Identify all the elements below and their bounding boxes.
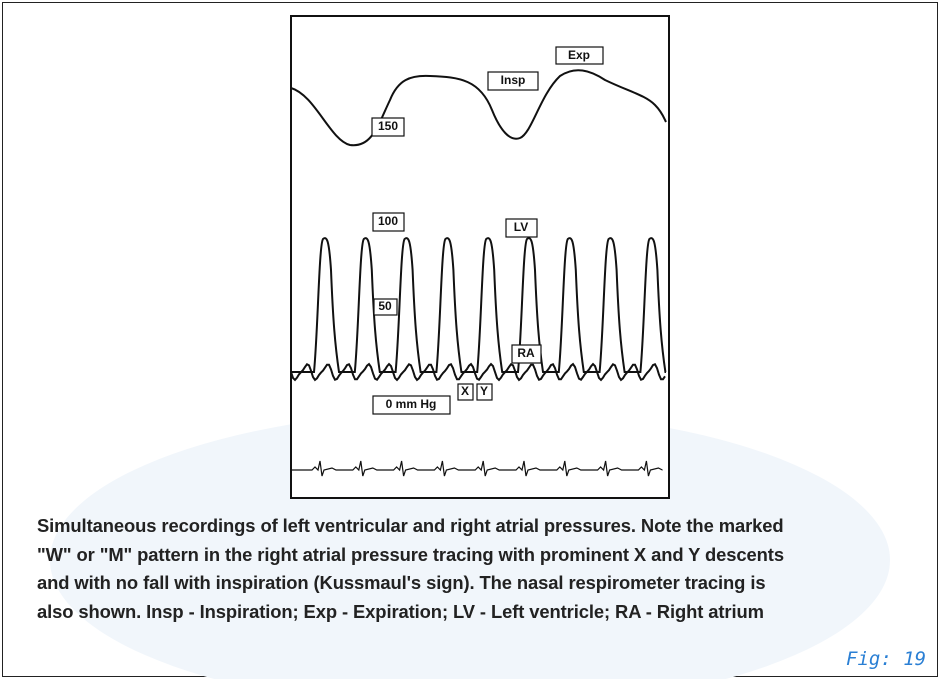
lv-trace xyxy=(291,237,667,373)
label-boxes: Exp Insp 150 100 LV 50 RA 0 mm Hg X Y xyxy=(371,46,604,415)
label: 100 xyxy=(378,214,398,228)
label: 0 mm Hg xyxy=(386,397,437,411)
ra-trace xyxy=(290,362,666,382)
background-shape xyxy=(50,410,890,679)
respirometer-trace xyxy=(290,69,667,147)
ecg-trace xyxy=(291,460,663,477)
figure-number: Fig: 19 xyxy=(846,648,927,670)
label: Insp xyxy=(501,73,526,87)
label: Exp xyxy=(568,48,590,62)
label: LV xyxy=(514,220,528,234)
label: Y xyxy=(480,384,488,398)
label: X xyxy=(461,384,469,398)
figure-box xyxy=(290,15,670,499)
label: 50 xyxy=(378,299,392,313)
caption-line: and with no fall with inspiration (Kussm… xyxy=(37,572,766,593)
label: RA xyxy=(517,346,535,360)
label: 150 xyxy=(378,119,398,133)
caption-line: also shown. Insp - Inspiration; Exp - Ex… xyxy=(37,601,764,622)
caption-line: "W" or "M" pattern in the right atrial p… xyxy=(37,544,784,565)
caption-line: Simultaneous recordings of left ventricu… xyxy=(37,515,784,536)
